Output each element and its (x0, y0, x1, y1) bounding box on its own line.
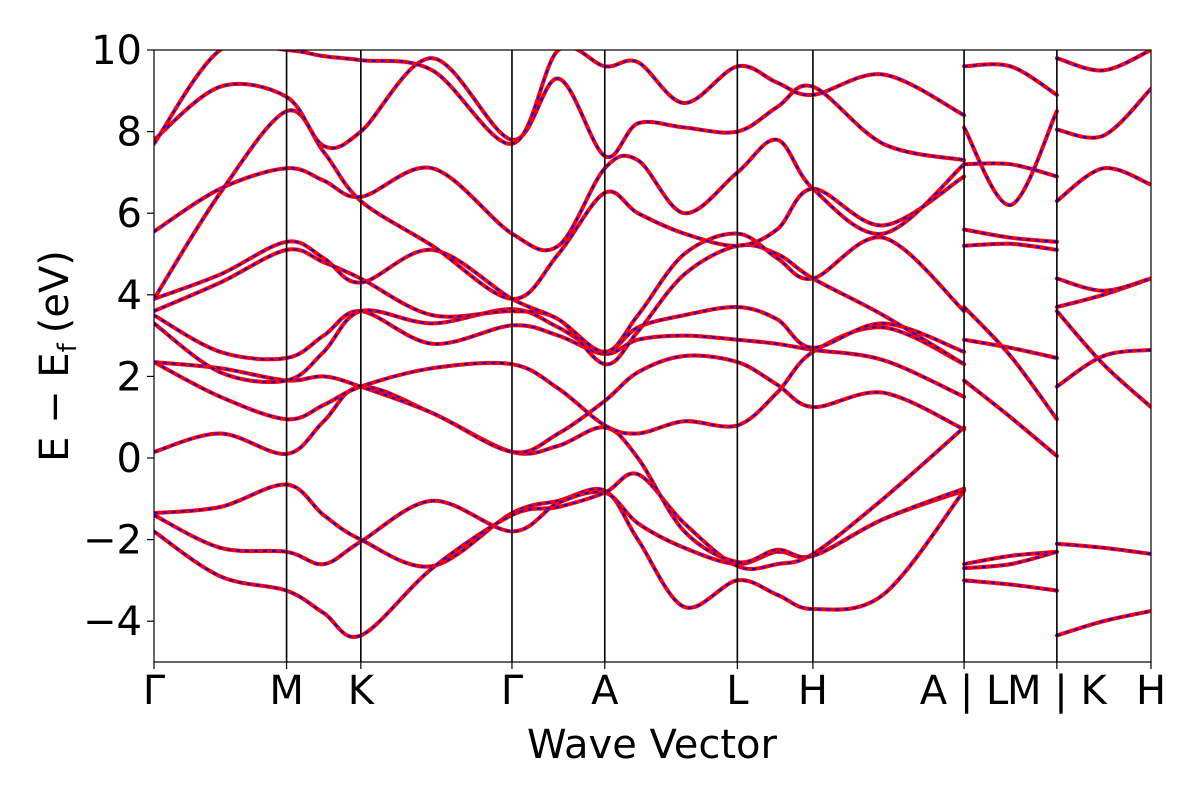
band-line-dashed-9 (154, 243, 965, 366)
x-tick-label: Γ (501, 668, 524, 714)
y-tick-label: 2 (117, 354, 142, 400)
x-axis-label: Wave Vector (527, 722, 778, 768)
y-axis-label-main: E − E (32, 352, 78, 462)
high-symmetry-lines (285, 50, 1058, 662)
band-line-13 (154, 56, 967, 163)
band-line-9 (154, 242, 967, 367)
band-line-dashed-11 (154, 109, 965, 300)
y-tick-label: 6 (117, 191, 142, 237)
band-line-12 (154, 137, 967, 253)
band-line-dashed-25 (964, 63, 1058, 96)
band-line-dashed-31 (1056, 277, 1151, 292)
band-line-29 (1054, 309, 1151, 409)
band-line-dashed-21 (964, 242, 1058, 251)
band-line-25 (962, 62, 1059, 97)
band-line-dashed-7 (154, 310, 965, 398)
y-tick-label: −2 (83, 518, 142, 564)
y-tick-label: 4 (117, 273, 142, 319)
band-line-dashed-5 (154, 326, 965, 435)
band-lines (154, 50, 1151, 639)
band-line-7 (154, 309, 967, 399)
x-tick-label: M | K (1007, 668, 1108, 714)
band-line-20 (962, 305, 1059, 422)
x-tick-label: A | L (920, 668, 1009, 714)
band-line-dashed-23 (964, 162, 1058, 178)
band-line-dashed-6 (154, 354, 965, 454)
band-line-23 (962, 161, 1059, 179)
band-line-dashed-15 (963, 550, 1057, 566)
band-line-dashed-20 (963, 306, 1058, 420)
band-line-dashed-3 (154, 426, 965, 638)
x-tick-label: L (726, 668, 749, 714)
band-line-4 (154, 384, 967, 565)
band-line-dashed-26 (1056, 610, 1151, 637)
y-tick-label: 10 (91, 28, 142, 74)
band-line-dashed-29 (1056, 310, 1151, 408)
band-line-dashed-8 (154, 305, 965, 383)
band-line-dashed-16 (964, 550, 1058, 570)
y-tick-label: 8 (117, 110, 142, 156)
x-tick-label: H (1136, 668, 1166, 714)
band-line-dashed-1 (154, 483, 965, 611)
y-axis-label-sub: f (53, 342, 83, 352)
x-tick-label: K (348, 668, 376, 714)
plot-frame (153, 49, 1152, 663)
band-line-dashed-19 (963, 338, 1058, 359)
band-line-dashed-28 (1056, 348, 1151, 388)
y-axis-label: E − Ef (eV) (32, 250, 83, 462)
band-line-dashed-12 (154, 138, 965, 252)
band-line-dashed-2 (154, 489, 965, 566)
band-line-32 (1054, 166, 1151, 203)
y-axis-ticks: −4 −2 0 2 4 6 8 10 (83, 28, 154, 645)
x-tick-label: Γ (143, 668, 166, 714)
band-line-33 (1054, 86, 1151, 140)
band-line-dashed-17 (964, 579, 1058, 592)
band-line-dashed-10 (154, 232, 965, 353)
band-line-34 (1054, 50, 1151, 73)
band-line-dashed-33 (1056, 88, 1151, 139)
band-line-dashed-4 (154, 385, 965, 564)
band-line-31 (1054, 276, 1151, 293)
band-line-dashed-24 (963, 110, 1058, 206)
y-axis-label-unit: (eV) (32, 250, 78, 333)
svg-text:E − Ef(eV): E − Ef (eV) (32, 250, 83, 462)
band-line-22 (962, 227, 1059, 244)
band-line-dashed-14 (154, 50, 965, 145)
band-line-dashed-32 (1056, 167, 1151, 202)
x-tick-label: H (798, 668, 828, 714)
band-line-18 (962, 378, 1059, 458)
x-tick-label: A (591, 668, 619, 714)
y-tick-label: −4 (83, 599, 142, 645)
band-line-24 (962, 109, 1059, 207)
band-line-6 (154, 353, 967, 455)
band-line-dashed-34 (1056, 50, 1151, 72)
band-line-dashed-30 (1056, 277, 1151, 308)
y-tick-label: 0 (117, 436, 142, 482)
x-tick-label: M (269, 668, 304, 714)
band-line-dashed-27 (1056, 542, 1151, 555)
band-line-dashed-22 (963, 228, 1057, 243)
